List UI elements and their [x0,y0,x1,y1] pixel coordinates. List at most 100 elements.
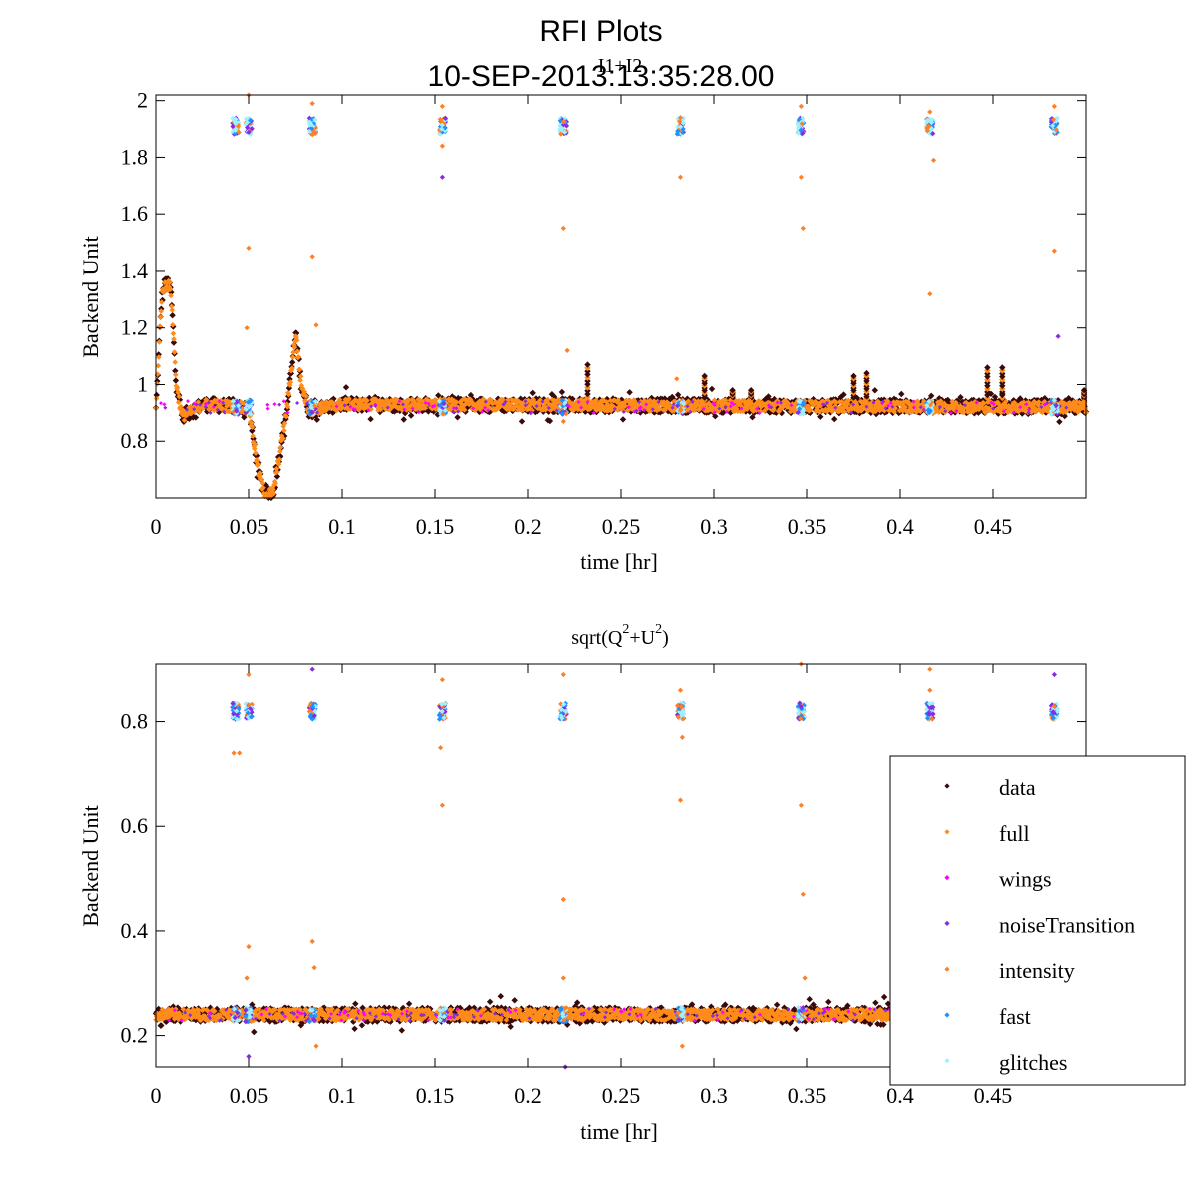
full-point [168,303,175,309]
outlier-point [1055,333,1061,339]
full-point [254,457,260,463]
full-point [177,406,184,412]
full-point [176,393,183,400]
x-tick-label: 0 [151,514,162,539]
full-point [154,371,161,377]
outlier-point [1051,103,1057,109]
y-tick-label: 1.2 [121,315,149,340]
data-point [158,1022,165,1029]
full-point [615,397,621,403]
data-point [665,407,672,415]
full-point [654,407,660,414]
full-point [273,465,280,472]
full-point [607,397,614,404]
data-point [529,389,536,397]
full-point [761,408,768,414]
data-point [517,395,524,402]
spike-point [748,387,755,394]
x-tick-label: 0.3 [700,514,728,539]
full-point [225,401,232,407]
panel1-data-points [152,92,1090,502]
full-point [402,404,409,410]
outlier-point [309,254,315,260]
full-point [334,401,340,407]
data-point [342,384,350,391]
spike-point [984,364,991,371]
data-point [192,414,200,421]
full-point [255,461,262,467]
outlier-point [798,174,804,180]
full-point [622,403,628,409]
full-point [341,400,348,406]
spike-point [584,381,591,388]
full-point [166,284,173,290]
full-point [175,399,182,406]
data-point [954,397,961,405]
data-point [172,377,180,384]
full-point [259,480,266,486]
full-point [294,348,300,354]
full-point [172,359,178,365]
full-point [249,420,255,426]
outlier-point [677,174,684,180]
full-point [173,371,179,378]
flag-point [163,405,168,410]
full-point [937,398,944,404]
data-point [661,395,668,402]
full-point [317,406,323,413]
data-point [241,414,248,421]
data-point [975,409,982,416]
data-point [619,416,627,423]
data-point [582,408,589,415]
spike-point [584,374,591,381]
spike-point [999,364,1006,371]
panel2-title-superscript: 2 [622,622,629,637]
full-point [845,397,852,404]
full-point [290,349,296,355]
full-point [192,403,198,410]
full-point [274,469,280,475]
full-point [191,408,198,415]
full-point [833,399,839,406]
full-point [252,441,259,448]
outlier-point [439,143,445,149]
full-point [628,403,635,410]
full-point [543,404,549,411]
y-tick-label: 2 [137,88,148,113]
outlier-point [560,225,566,231]
full-point [326,405,332,411]
full-point [757,408,764,415]
data-point [251,1028,258,1036]
y-tick-label: 1.8 [121,144,149,169]
data-point [669,393,676,401]
outlier-point [927,291,933,297]
full-point [417,397,423,403]
full-point [431,398,437,405]
full-point [289,354,296,360]
data-point [946,399,953,406]
full-point [477,398,483,404]
full-point [520,407,526,413]
outlier-point [798,103,804,109]
full-point [979,404,985,411]
full-point [653,401,660,407]
full-point [289,365,295,371]
full-point [957,403,964,409]
full-point [361,396,368,403]
full-point [275,461,282,467]
full-point [296,366,303,373]
full-point [247,413,253,419]
spike-point [729,387,736,394]
full-point [764,405,771,411]
outlier-point [930,157,937,163]
data-point [637,409,644,416]
full-point [156,354,162,360]
data-point [511,997,518,1004]
panel2-title-part: ) [662,627,669,649]
full-point [291,344,298,351]
data-point [674,391,682,398]
full-point [836,408,842,415]
full-point [270,486,276,493]
data-point [635,397,642,404]
